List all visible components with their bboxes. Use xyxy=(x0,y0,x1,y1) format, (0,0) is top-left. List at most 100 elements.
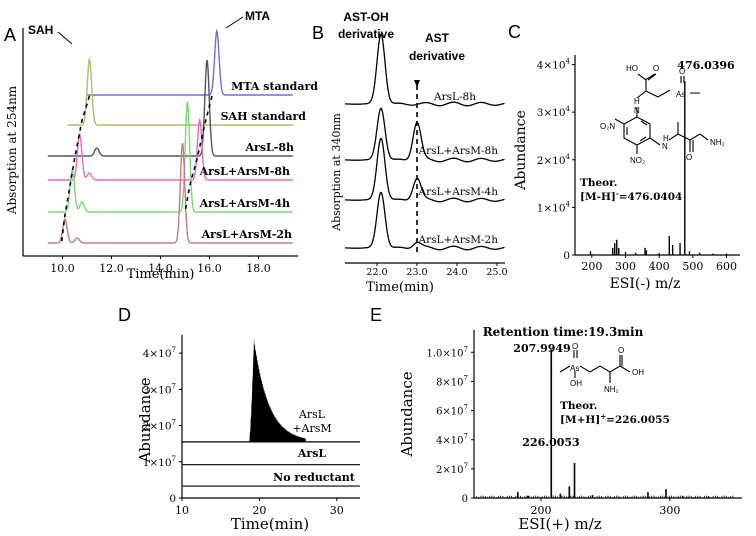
b-trace-label-2: ArsL+ArsM-4h xyxy=(418,186,499,198)
b-y-axis-label: Absorption at 340nm xyxy=(330,113,343,232)
a-callout-sah: SAH xyxy=(28,23,53,37)
c-theor-value: [M-H]-=476.0404 xyxy=(580,189,682,203)
b-trace-label-0: ArsL-8h xyxy=(433,91,476,103)
structure-c-atom-h2: H xyxy=(663,134,669,143)
e-x-axis-label: ESI(+) m/z xyxy=(518,515,601,533)
a-trace-label-1: SAH standard xyxy=(221,110,307,123)
b-trace-label-1: ArsL+ArsM-8h xyxy=(418,145,499,157)
e-y-tick-label: 8×107 xyxy=(436,374,468,388)
e-peak-label-1: 207.9949 xyxy=(513,342,570,355)
d-y-tick-label: 1×107 xyxy=(143,455,176,469)
a-trace-5 xyxy=(47,142,293,244)
d-trace-label-0a: ArsL xyxy=(298,408,326,421)
b-x-tick-label: 22.0 xyxy=(366,267,387,278)
structure-c-atom-o3: O xyxy=(686,153,692,162)
structure-e-atom-o1: O xyxy=(572,342,578,351)
d-x-tick-label: 10 xyxy=(175,504,189,517)
structure-c-labels: HO O As O H N O₂N NO₂ H N O NH₂ xyxy=(600,64,725,165)
b-x-axis-label: Time(min) xyxy=(366,280,434,295)
structure-c-ring-bonds xyxy=(626,120,648,142)
d-y-axis-label: Abundance xyxy=(136,377,154,463)
e-y-axis-label: Abundance xyxy=(398,371,416,457)
panel-letter-c: C xyxy=(508,22,521,42)
structure-c-atom-n1: N xyxy=(634,106,640,115)
b-x-tick-label: 24.0 xyxy=(446,267,467,278)
b-x-tick-label: 23.0 xyxy=(406,267,427,278)
c-x-tick-label: 300 xyxy=(615,260,636,273)
d-x-tick-label: 30 xyxy=(330,504,344,517)
e-y-tick-label: 4×107 xyxy=(436,433,468,447)
c-y-tick-label: 3×104 xyxy=(537,105,571,119)
c-y-axis-label: Abundance xyxy=(513,110,529,191)
a-x-tick-label: 16.0 xyxy=(197,262,222,275)
structure-e-bonds xyxy=(559,350,631,383)
c-y-tick-label: 0 xyxy=(563,250,570,262)
d-peak-area xyxy=(249,338,306,442)
e-x-tick-label: 300 xyxy=(659,504,680,517)
d-trace-label-1: ArsL xyxy=(297,447,327,460)
d-y-tick-label: 3×107 xyxy=(143,382,176,396)
structure-c-atom-nh2: NH₂ xyxy=(710,138,725,147)
structure-e-atom-as: As xyxy=(570,364,579,373)
e-theor-value: [M+H]+=226.0055 xyxy=(560,412,670,426)
c-y-tick-label: 1×104 xyxy=(537,200,571,214)
a-x-tick-label: 18.0 xyxy=(246,262,271,275)
structure-c-lower-bonds xyxy=(649,122,709,152)
structure-c-atom-o2n: O₂N xyxy=(600,122,615,131)
b-x-tick-label: 25.0 xyxy=(486,267,507,278)
panel-c: 200 300 400 500 600 0 1×104 2×104 3×104 4×104 ESI(… xyxy=(513,55,740,292)
c-x-axis-label: ESI(-) m/z xyxy=(610,276,681,292)
e-y-tick-label: 2×107 xyxy=(436,462,468,476)
d-y-tick-label: 4×107 xyxy=(143,346,176,360)
a-x-tick-label: 14.0 xyxy=(148,262,173,275)
structure-c-atom-n2: N xyxy=(662,142,668,151)
panel-b: 22.0 23.0 24.0 25.0 Time(min) Absorption at 3… xyxy=(330,10,508,295)
structure-e-atom-nh2: NH₂ xyxy=(604,385,619,394)
a-dashed-guide-mta xyxy=(184,95,213,213)
e-title: Retention time:19.3min xyxy=(483,325,644,339)
d-trace-label-0b: +ArsM xyxy=(292,422,331,435)
structure-c-atom-no2: NO₂ xyxy=(630,156,645,165)
d-y-tick-label: 0 xyxy=(169,493,176,505)
c-theor-label: Theor. xyxy=(580,177,617,189)
e-peak-label-2: 226.0053 xyxy=(522,436,579,449)
a-trace-0 xyxy=(87,28,293,96)
c-x-tick-label: 200 xyxy=(581,260,602,273)
structure-c-atom-ho: HO xyxy=(626,64,638,73)
b-arrowhead xyxy=(414,80,420,87)
a-trace-1 xyxy=(67,56,293,126)
a-dashed-guide-sah xyxy=(60,95,91,246)
a-trace-label-2: ArsL-8h xyxy=(245,141,294,154)
panel-letter-d: D xyxy=(118,305,131,325)
e-y-tick-label: 1.0×107 xyxy=(427,345,468,359)
structure-e-atom-oh1: OH xyxy=(570,379,582,388)
structure-e-atom-oh2: OH xyxy=(632,368,644,377)
c-y-tick-label: 4×104 xyxy=(537,58,571,72)
structure-c-ring xyxy=(623,116,651,146)
b-trace-0 xyxy=(345,33,505,107)
c-x-tick-label: 400 xyxy=(649,260,670,273)
structure-c-atom-h1: H xyxy=(634,97,640,106)
b-trace-2 xyxy=(345,137,505,203)
c-x-tick-label: 500 xyxy=(682,260,703,273)
b-callout-ast-2: derivative xyxy=(409,49,465,63)
e-y-tick-label: 6×107 xyxy=(436,404,468,418)
a-callout-mta-arrow xyxy=(225,16,244,29)
b-callout-ast-1: AST xyxy=(425,31,450,45)
panel-letter-e: E xyxy=(370,305,382,325)
e-y-tick-label: 0 xyxy=(462,494,468,505)
a-callout-sah-arrow xyxy=(57,31,73,45)
a-trace-label-3: ArsL+ArsM-8h xyxy=(199,165,290,178)
a-trace-label-0: MTA standard xyxy=(231,80,318,93)
panel-d: 10 20 30 0 1×107 2×107 3×107 4×107 Time(min) Abun… xyxy=(136,335,360,533)
b-callout-ast-oh-1: AST-OH xyxy=(343,10,388,24)
b-trace-1 xyxy=(345,107,505,163)
c-y-tick-label: 2×104 xyxy=(537,153,571,167)
panel-letter-a: A xyxy=(4,25,16,45)
panel-a: 10.0 12.0 14.0 16.0 18.0 Time(min) Absorption … xyxy=(5,9,318,282)
e-x-tick-label: 200 xyxy=(531,504,552,517)
a-trace-2 xyxy=(47,59,293,157)
d-x-tick-label: 20 xyxy=(252,504,266,517)
c-peak-label: 476.0396 xyxy=(677,59,735,72)
